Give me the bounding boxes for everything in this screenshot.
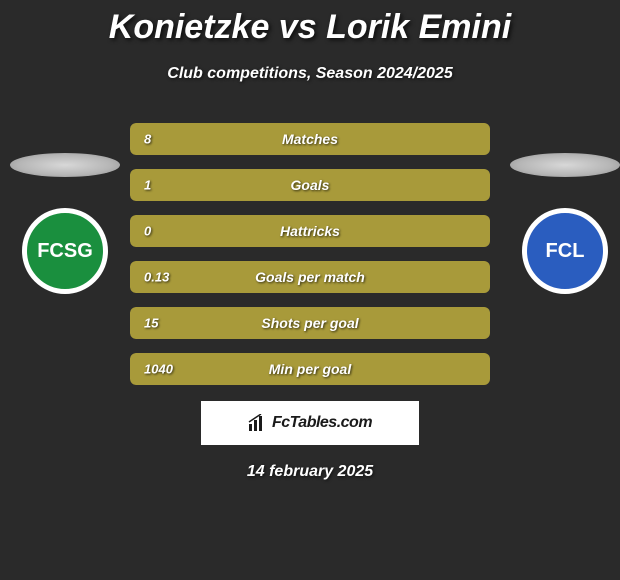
left-team-abbr: FCSG — [37, 240, 93, 263]
stat-label: Hattricks — [280, 223, 340, 239]
stat-row: 1040 Min per goal — [130, 353, 490, 385]
stat-label: Goals — [291, 177, 330, 193]
stats-list: 8 Matches 1 Goals 0 Hattricks 0.13 Goals per ma… — [130, 123, 490, 385]
stat-row: 8 Matches — [130, 123, 490, 155]
left-team-badge: FCSG — [10, 153, 110, 253]
stat-label: Goals per match — [255, 269, 365, 285]
right-team-badge: FCL — [510, 153, 610, 253]
stat-row: 0 Hattricks — [130, 215, 490, 247]
stat-row: 15 Shots per goal — [130, 307, 490, 339]
watermark: FcTables.com — [201, 401, 419, 445]
stat-value-left: 8 — [144, 132, 151, 147]
stat-row: 0.13 Goals per match — [130, 261, 490, 293]
stat-label: Min per goal — [269, 361, 351, 377]
stat-row: 1 Goals — [130, 169, 490, 201]
date: 14 february 2025 — [0, 463, 620, 481]
badge-pedestal — [10, 153, 120, 177]
stat-value-left: 0.13 — [144, 270, 169, 285]
right-team-logo: FCL — [522, 208, 608, 294]
stat-value-left: 0 — [144, 224, 151, 239]
page-title: Konietzke vs Lorik Emini — [0, 0, 620, 47]
right-team-abbr: FCL — [546, 240, 585, 263]
badge-pedestal — [510, 153, 620, 177]
stat-label: Matches — [282, 131, 338, 147]
subtitle: Club competitions, Season 2024/2025 — [0, 65, 620, 83]
stat-label: Shots per goal — [261, 315, 358, 331]
chart-icon — [248, 414, 266, 432]
stat-value-left: 1040 — [144, 362, 173, 377]
stat-value-left: 15 — [144, 316, 158, 331]
stat-value-left: 1 — [144, 178, 151, 193]
comparison-content: FCSG FCL 8 Matches 1 Goals 0 Hattricks 0.13 Goa… — [0, 123, 620, 481]
left-team-logo: FCSG — [22, 208, 108, 294]
watermark-text: FcTables.com — [272, 414, 372, 432]
